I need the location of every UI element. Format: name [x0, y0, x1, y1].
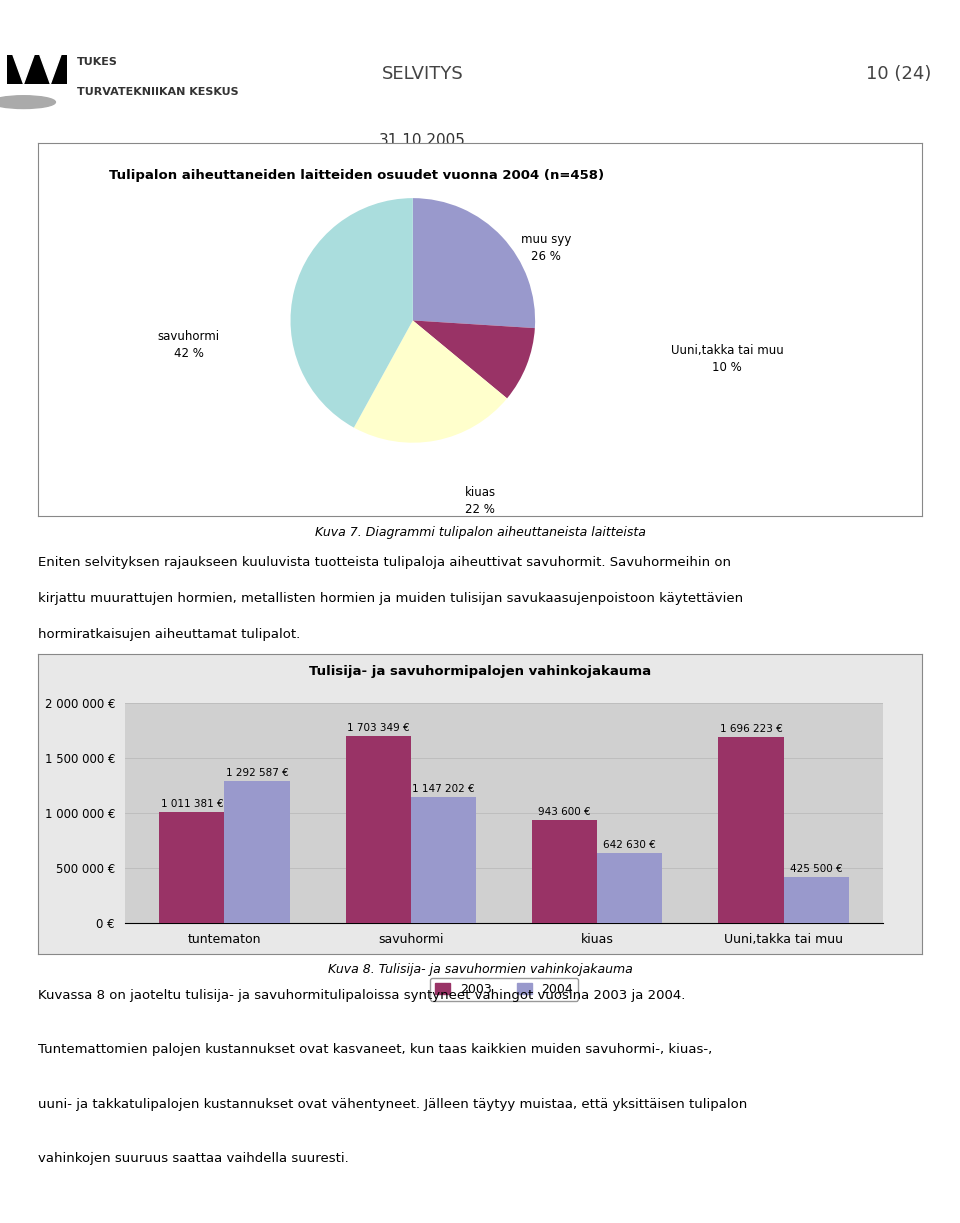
Text: 1 292 587 €: 1 292 587 €: [226, 768, 288, 778]
Text: Tuntemattomien palojen kustannukset ovat kasvaneet, kun taas kaikkien muiden sav: Tuntemattomien palojen kustannukset ovat…: [38, 1043, 712, 1057]
Text: Kuvassa 8 on jaoteltu tulisija- ja savuhormitulipaloissa syntyneet vahingot vuos: Kuvassa 8 on jaoteltu tulisija- ja savuh…: [38, 989, 685, 1002]
FancyBboxPatch shape: [7, 46, 67, 84]
Bar: [346, 736, 411, 923]
Wedge shape: [413, 198, 535, 328]
Text: 425 500 €: 425 500 €: [790, 863, 843, 873]
Text: Kuva 8. Tulisija- ja savuhormien vahinkojakauma: Kuva 8. Tulisija- ja savuhormien vahinko…: [327, 964, 633, 976]
Bar: [783, 877, 849, 923]
Bar: [532, 819, 597, 923]
Bar: [411, 797, 476, 923]
Text: 1 703 349 €: 1 703 349 €: [347, 723, 410, 733]
Bar: [159, 812, 225, 923]
Text: 642 630 €: 642 630 €: [604, 840, 656, 850]
Wedge shape: [291, 198, 413, 428]
Text: uuni- ja takkatulipalojen kustannukset ovat vähentyneet. Jälleen täytyy muistaa,: uuni- ja takkatulipalojen kustannukset o…: [38, 1098, 748, 1110]
Text: SELVITYS: SELVITYS: [381, 65, 464, 83]
Legend: 2003, 2004: 2003, 2004: [430, 977, 578, 1000]
Text: Kuva 7. Diagrammi tulipalon aiheuttaneista laitteista: Kuva 7. Diagrammi tulipalon aiheuttaneis…: [315, 526, 645, 538]
Text: 31.10.2005: 31.10.2005: [379, 133, 466, 148]
Text: kiuas
22 %: kiuas 22 %: [465, 487, 495, 516]
Text: Tulipalon aiheuttaneiden laitteiden osuudet vuonna 2004 (n=458): Tulipalon aiheuttaneiden laitteiden osuu…: [108, 169, 604, 182]
Polygon shape: [36, 46, 63, 84]
Text: 1 011 381 €: 1 011 381 €: [160, 800, 223, 810]
Wedge shape: [413, 320, 535, 399]
Text: 1 696 223 €: 1 696 223 €: [720, 724, 782, 734]
Text: vahinkojen suuruus saattaa vaihdella suuresti.: vahinkojen suuruus saattaa vaihdella suu…: [38, 1152, 349, 1166]
Text: muu syy
26 %: muu syy 26 %: [521, 232, 571, 263]
Text: 1 147 202 €: 1 147 202 €: [412, 784, 475, 795]
Wedge shape: [354, 320, 507, 443]
Text: 10 (24): 10 (24): [866, 65, 931, 83]
Text: 943 600 €: 943 600 €: [539, 807, 590, 817]
Bar: [597, 852, 662, 923]
Text: Eniten selvityksen rajaukseen kuuluvista tuotteista tulipaloja aiheuttivat savuh: Eniten selvityksen rajaukseen kuuluvista…: [38, 555, 732, 569]
Text: Tulisija- ja savuhormipalojen vahinkojakauma: Tulisija- ja savuhormipalojen vahinkojak…: [309, 665, 651, 678]
Polygon shape: [10, 46, 36, 84]
Text: TURVATEKNIIKAN KESKUS: TURVATEKNIIKAN KESKUS: [77, 87, 239, 97]
Bar: [718, 736, 783, 923]
Text: TUKES: TUKES: [77, 56, 118, 67]
Text: Uuni,takka tai muu
10 %: Uuni,takka tai muu 10 %: [671, 345, 783, 374]
Text: savuhormi
42 %: savuhormi 42 %: [157, 329, 220, 360]
Bar: [225, 781, 290, 923]
Text: hormiratkaisujen aiheuttamat tulipalot.: hormiratkaisujen aiheuttamat tulipalot.: [38, 629, 300, 642]
Text: kirjattu muurattujen hormien, metallisten hormien ja muiden tulisijan savukaasuj: kirjattu muurattujen hormien, metalliste…: [38, 592, 744, 605]
Circle shape: [0, 95, 56, 109]
